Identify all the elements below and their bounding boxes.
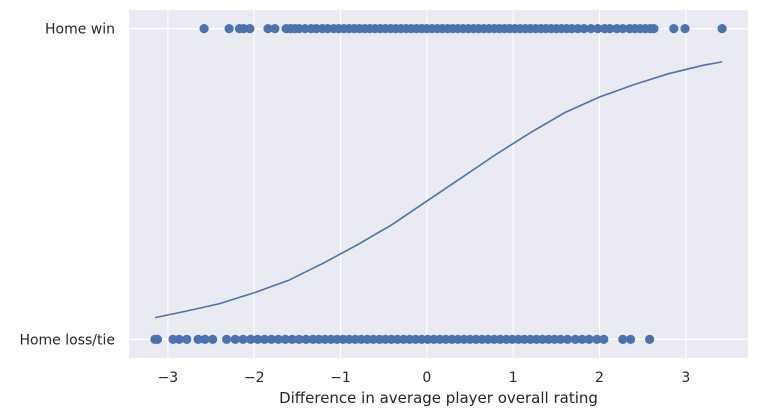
fit-curve-line [154,61,723,319]
home-win-point [270,24,280,34]
home-win-point [717,24,727,34]
home-win-point [618,24,628,34]
x-tick-label: 1 [509,370,518,386]
x-tick-label: −2 [244,370,265,386]
home-win-point [245,24,255,34]
home-loss-tie-point [570,334,580,344]
home-loss-tie-point [174,334,184,344]
home-win-point [605,24,615,34]
home-loss-tie-point [294,334,304,344]
x-tick-label: −1 [330,370,351,386]
home-loss-tie-point [599,334,609,344]
home-loss-tie-point [246,334,256,344]
plot-background [129,10,748,358]
x-axis-title: Difference in average player overall rat… [279,389,598,407]
y-tick-label: Home win [45,22,115,38]
home-win-point [593,24,603,34]
home-win-point [669,24,679,34]
home-loss-tie-point [273,334,283,344]
x-tick-label: 0 [422,370,431,386]
home-loss-tie-point [563,334,573,344]
home-loss-tie-point [238,334,248,344]
home-win-point [579,24,589,34]
x-tick-label: 2 [595,370,604,386]
home-loss-tie-point [222,334,232,344]
home-loss-tie-point [618,334,628,344]
home-loss-tie-point [592,334,602,344]
home-loss-tie-point [626,334,636,344]
home-loss-tie-point [584,334,594,344]
x-tick-label: 3 [681,370,690,386]
home-win-point [224,24,234,34]
home-loss-tie-point [645,334,655,344]
home-loss-tie-point [200,334,210,344]
home-loss-tie-point [152,334,163,344]
home-loss-tie-point [230,334,240,344]
home-loss-tie-point [266,334,276,344]
home-loss-tie-point [253,334,263,344]
x-tick-label: −3 [158,370,179,386]
home-loss-tie-point [259,334,270,344]
home-loss-tie-point [193,334,203,344]
home-loss-tie-point [280,334,290,344]
home-win-point [649,24,659,34]
home-win-point [263,24,273,34]
y-tick-label: Home loss/tie [19,332,115,348]
home-loss-tie-point [577,334,587,344]
home-loss-tie-point [287,334,297,344]
home-loss-tie-point [208,334,218,344]
home-win-point [680,24,690,34]
home-loss-tie-point [301,334,311,344]
home-loss-tie-point [182,334,192,344]
home-win-point [199,24,209,34]
home-loss-tie-point [556,334,566,344]
home-win-point [586,24,596,34]
